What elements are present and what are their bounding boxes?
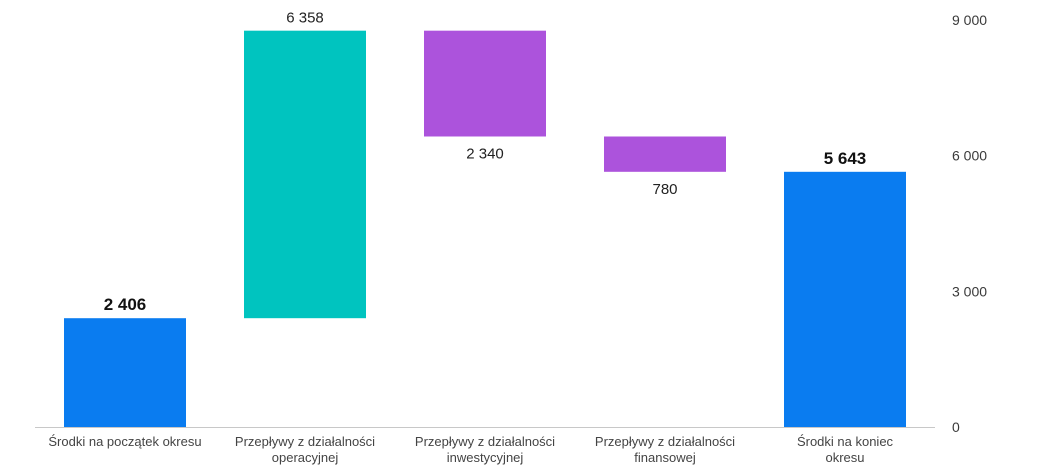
- y-tick-label: 0: [952, 419, 960, 435]
- category-labels-group: Środki na początek okresu Przepływy z dzi…: [48, 434, 893, 465]
- y-axis: 0 3 000 6 000 9 000: [35, 12, 987, 435]
- category-label: Przepływy z działalności: [235, 434, 375, 449]
- category-label: Środki na początek okresu: [48, 434, 201, 449]
- category-label: operacyjnej: [272, 450, 339, 465]
- bar-value-label: 780: [652, 181, 677, 198]
- bar-value-label: 2 406: [104, 295, 147, 314]
- bar-total: [64, 318, 186, 427]
- bar-value-label: 6 358: [286, 10, 324, 27]
- bar-increase: [244, 30, 366, 319]
- category-label: inwestycyjnej: [447, 450, 524, 465]
- category-label: finansowej: [634, 450, 696, 465]
- bar-decrease: [424, 30, 546, 137]
- value-labels-group: 2 406 6 358 2 340 780 5 643: [104, 10, 867, 315]
- bar-value-label: 5 643: [824, 149, 867, 168]
- category-label: Przepływy z działalności: [415, 434, 555, 449]
- y-tick-label: 3 000: [952, 283, 987, 299]
- bars-group: [64, 30, 906, 427]
- bar-value-label: 2 340: [466, 145, 504, 162]
- category-label: okresu: [825, 450, 864, 465]
- category-label: Środki na koniec: [797, 434, 894, 449]
- bar-total: [784, 171, 906, 427]
- y-tick-label: 9 000: [952, 12, 987, 28]
- bar-decrease: [604, 136, 726, 172]
- y-tick-label: 6 000: [952, 148, 987, 164]
- category-label: Przepływy z działalności: [595, 434, 735, 449]
